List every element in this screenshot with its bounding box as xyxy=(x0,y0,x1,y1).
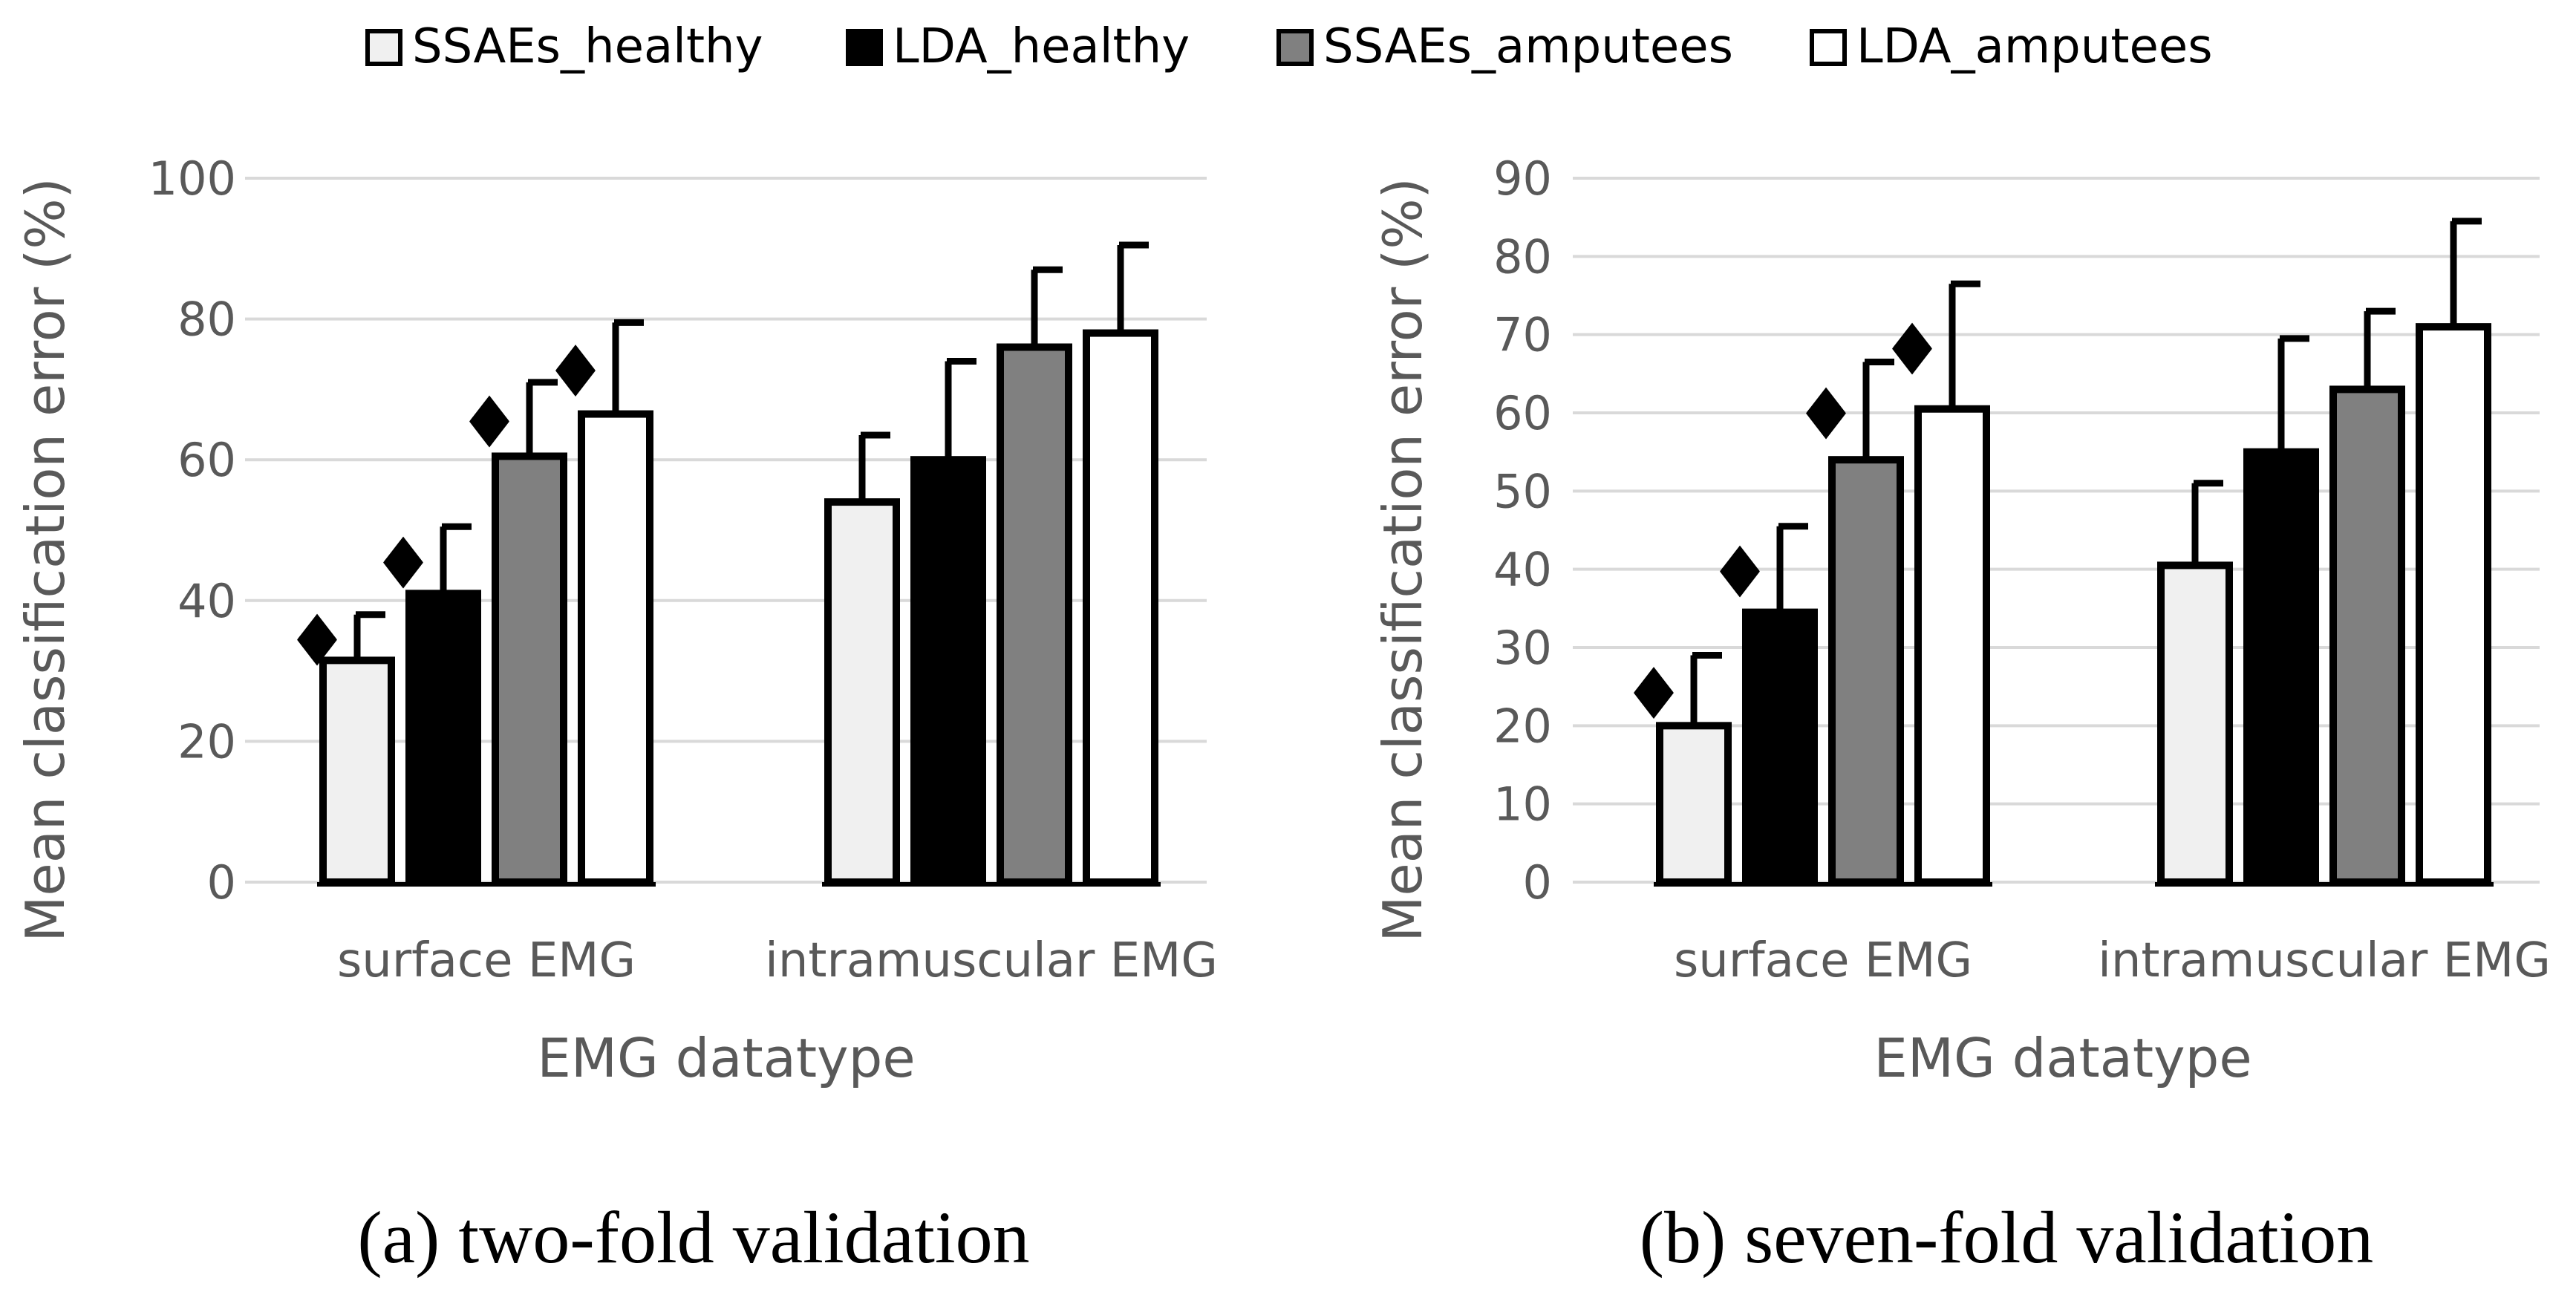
legend-label: SSAEs_healthy xyxy=(412,19,763,74)
bar xyxy=(405,590,481,886)
series-lda-amputees: ♦ xyxy=(1880,218,2491,886)
y-axis-title: Mean classification error (%) xyxy=(1372,177,1434,942)
series-ssaes-healthy: ♦ xyxy=(1622,480,2233,887)
y-tick-label: 10 xyxy=(1493,777,1552,832)
bar xyxy=(997,343,1072,886)
series-ssaes-healthy: ♦ xyxy=(285,431,900,887)
legend-swatch xyxy=(365,29,402,66)
category-label: surface EMG xyxy=(337,933,636,988)
legend-swatch xyxy=(846,29,883,66)
y-tick-label: 70 xyxy=(1493,308,1552,362)
bar xyxy=(1656,722,1732,886)
bar xyxy=(1742,608,1818,886)
x-axis-title: EMG datatype xyxy=(537,1027,915,1089)
bar xyxy=(2243,448,2319,886)
panel-two-fold: 0 20 40 60 80 100 ♦ ♦ ♦ ♦ surface EMG intramuscular… xyxy=(14,151,1218,1279)
bar xyxy=(2157,561,2233,887)
y-axis-title: Mean classification error (%) xyxy=(14,177,76,942)
legend-item-lda-amputees: LDA_amputees xyxy=(1810,19,2213,74)
bar xyxy=(578,410,653,886)
series-lda-healthy: ♦ xyxy=(371,357,986,886)
bar xyxy=(2416,323,2491,886)
bar xyxy=(2329,385,2405,886)
y-tick-label: 20 xyxy=(177,714,236,769)
bar xyxy=(910,456,986,886)
significance-marker: ♦ xyxy=(1794,373,1858,456)
bar xyxy=(1914,405,1990,886)
legend-item-ssaes-healthy: SSAEs_healthy xyxy=(365,19,763,74)
y-tick-label: 60 xyxy=(177,433,236,487)
y-tick-label: 0 xyxy=(1523,855,1552,910)
category-label: intramuscular EMG xyxy=(2098,933,2551,988)
y-tick-label: 80 xyxy=(1493,229,1552,284)
panel-caption: (a) two-fold validation xyxy=(357,1196,1029,1279)
category-label: intramuscular EMG xyxy=(765,933,1218,988)
bar xyxy=(1828,456,1904,886)
y-tick-label: 60 xyxy=(1493,386,1552,440)
legend-item-lda-healthy: LDA_healthy xyxy=(846,19,1190,74)
legend-label: LDA_healthy xyxy=(893,19,1190,74)
significance-marker: ♦ xyxy=(457,382,521,465)
significance-marker: ♦ xyxy=(371,522,435,605)
bar xyxy=(824,498,900,887)
legend-label: SSAEs_amputees xyxy=(1323,19,1733,74)
y-tick-label: 100 xyxy=(149,151,236,206)
legend-swatch xyxy=(1276,29,1314,66)
y-tick-label: 50 xyxy=(1493,464,1552,518)
y-tick-label: 40 xyxy=(177,574,236,628)
series-ssaes-amputees: ♦ xyxy=(1794,307,2405,886)
y-tick-label: 20 xyxy=(1493,699,1552,753)
series-lda-amputees: ♦ xyxy=(544,241,1158,886)
panel-caption: (b) seven-fold validation xyxy=(1640,1196,2374,1279)
panel-seven-fold: 0 10 20 30 40 50 60 70 80 90 ♦ ♦ ♦ ♦ surface EMG intram… xyxy=(1372,151,2551,1279)
series-ssaes-amputees: ♦ xyxy=(457,266,1072,886)
legend-label: LDA_amputees xyxy=(1856,19,2213,74)
significance-marker: ♦ xyxy=(285,600,349,683)
significance-marker: ♦ xyxy=(544,330,607,414)
y-tick-label: 0 xyxy=(207,855,236,910)
legend-swatch xyxy=(1810,29,1847,66)
category-label: surface EMG xyxy=(1674,933,1972,988)
significance-marker: ♦ xyxy=(1880,308,1944,391)
significance-marker: ♦ xyxy=(1622,653,1686,736)
bar xyxy=(1083,329,1158,886)
x-axis-title: EMG datatype xyxy=(1874,1027,2251,1089)
legend-item-ssaes-amputees: SSAEs_amputees xyxy=(1276,19,1733,74)
legend: SSAEs_healthy LDA_healthy SSAEs_amputees LD… xyxy=(365,19,2213,74)
series-lda-healthy: ♦ xyxy=(1708,335,2319,886)
y-tick-label: 40 xyxy=(1493,543,1552,597)
bar xyxy=(319,656,395,886)
significance-marker: ♦ xyxy=(1708,532,1772,615)
y-tick-label: 90 xyxy=(1493,151,1552,206)
y-tick-label: 80 xyxy=(177,293,236,347)
bar xyxy=(492,452,567,886)
y-tick-label: 30 xyxy=(1493,621,1552,675)
